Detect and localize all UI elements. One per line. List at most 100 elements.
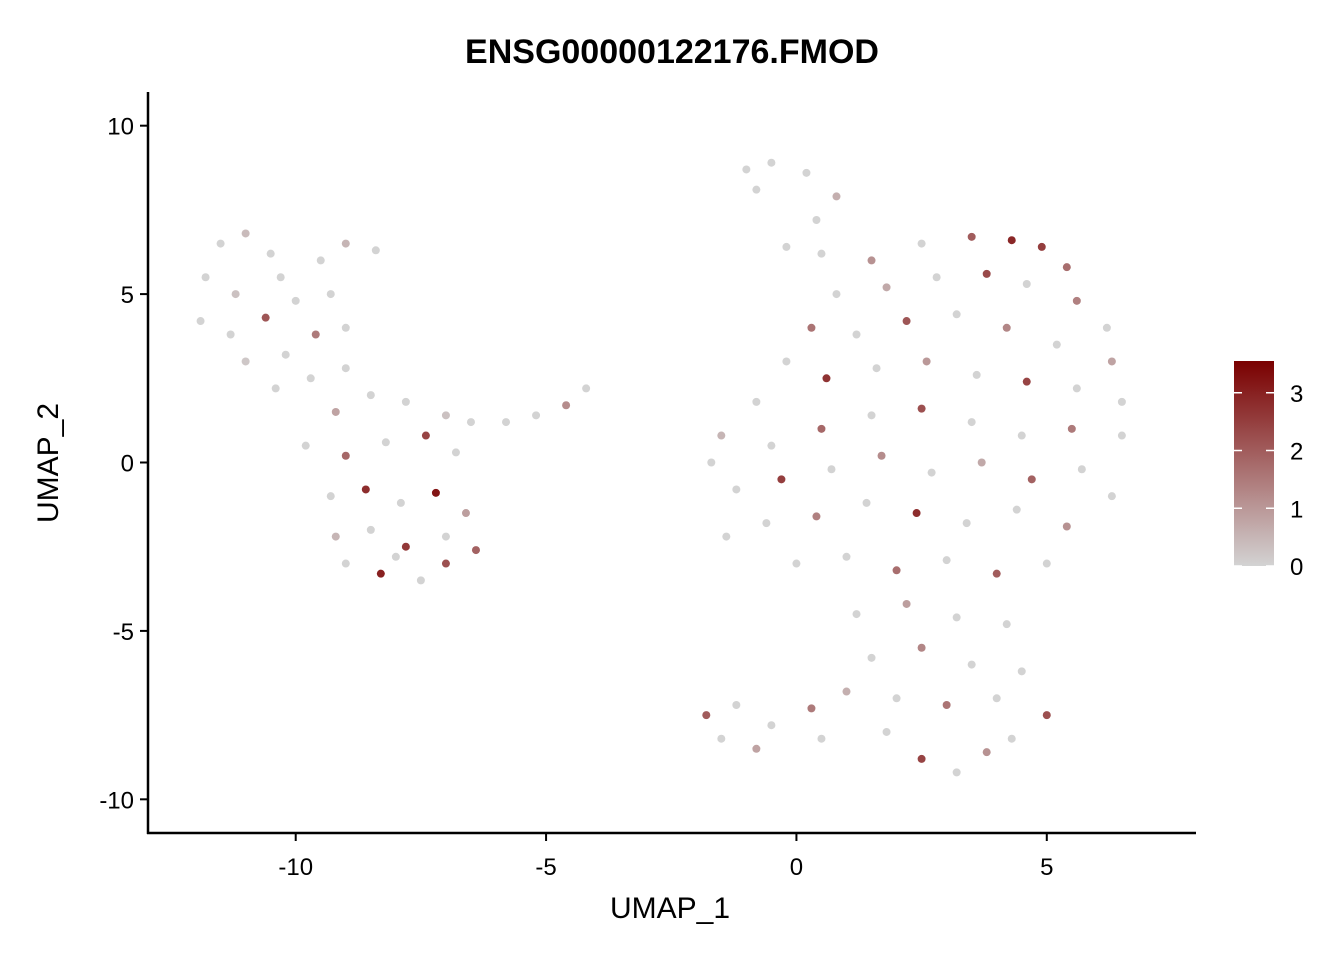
point [852,610,861,619]
point [1067,424,1076,433]
point [1007,236,1016,245]
point [972,370,981,379]
point [732,485,741,494]
point [466,418,475,427]
point [707,458,716,467]
chart-title: ENSG00000122176.FMOD [465,33,879,71]
point [582,384,591,393]
point [1062,263,1071,272]
point [421,431,430,440]
point [917,643,926,652]
point [301,441,310,450]
point [752,185,761,194]
point [1007,734,1016,743]
point [902,317,911,326]
point [1002,620,1011,629]
point [276,273,285,282]
point [261,313,270,322]
point [241,357,250,366]
point [341,364,350,373]
point [892,694,901,703]
point [231,290,240,299]
points [196,158,1126,777]
point [1077,465,1086,474]
point [967,418,976,427]
point [1072,384,1081,393]
point [216,239,225,248]
point [441,559,450,568]
point [752,397,761,406]
point [306,374,315,383]
colorbar-label: 0 [1290,554,1303,581]
point [882,283,891,292]
point [792,559,801,568]
x-axis-title: UMAP_1 [610,892,730,925]
point [502,418,511,427]
point [917,404,926,413]
point [366,525,375,534]
point [807,323,816,332]
point [396,498,405,507]
point [822,374,831,383]
point [431,488,440,497]
point [562,401,571,410]
point [767,721,776,730]
point [1002,323,1011,332]
point [1042,711,1051,720]
point [882,727,891,736]
point [1062,522,1071,531]
point [366,391,375,400]
point [717,734,726,743]
point [842,687,851,696]
point [752,744,761,753]
point [762,519,771,528]
point [867,411,876,420]
point [1017,431,1026,440]
point [962,519,971,528]
point [281,350,290,359]
point [967,232,976,241]
point [817,249,826,258]
point [441,411,450,420]
point [877,451,886,460]
point [807,704,816,713]
x-tick-label: -5 [535,854,556,881]
point [196,317,205,326]
point [1102,323,1111,332]
point [1042,559,1051,568]
point [852,330,861,339]
point [201,273,210,282]
point [416,576,425,585]
point [867,256,876,265]
y-axis-title: UMAP_2 [32,403,65,523]
point [902,599,911,608]
point [451,448,460,457]
point [326,492,335,501]
colorbar [1234,361,1274,566]
point [832,290,841,299]
x-tick-label: -10 [278,854,313,881]
point [782,242,791,251]
point [291,296,300,305]
point [922,357,931,366]
point [982,269,991,278]
point [341,559,350,568]
point [812,215,821,224]
point [1022,377,1031,386]
point [341,451,350,460]
point [316,256,325,265]
point [722,532,731,541]
point [471,546,480,555]
point [341,323,350,332]
colorbar-label: 3 [1290,381,1303,408]
point [927,468,936,477]
y-tick-label: 0 [121,451,134,478]
point [361,485,370,494]
point [441,532,450,541]
point [391,552,400,561]
point [702,711,711,720]
point [732,701,741,710]
point [942,556,951,565]
point [326,290,335,299]
